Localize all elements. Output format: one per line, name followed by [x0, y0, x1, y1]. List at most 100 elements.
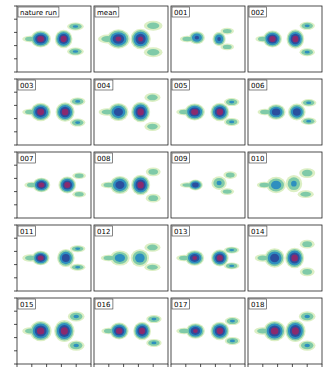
- contour-level: [139, 328, 145, 334]
- label-box: [249, 226, 267, 236]
- contour-level: [72, 265, 83, 270]
- contour-level: [213, 324, 227, 337]
- contour-level: [267, 104, 286, 120]
- contour-level: [195, 36, 199, 40]
- contour-level: [288, 323, 303, 339]
- contour-level: [72, 172, 86, 179]
- panel-frame: [171, 298, 245, 364]
- contour-level: [33, 33, 48, 45]
- label-box: [95, 80, 113, 90]
- contour-level: [272, 108, 280, 115]
- contour-level: [133, 251, 148, 265]
- contour-level: [220, 28, 234, 35]
- x-tick: [46, 364, 47, 367]
- contour-level: [189, 107, 200, 116]
- contour-level: [147, 124, 158, 130]
- contour-level: [144, 122, 160, 131]
- contour-level: [73, 50, 79, 53]
- contour-level: [137, 326, 147, 336]
- label-box: [172, 153, 189, 163]
- contour-level: [56, 31, 72, 47]
- panel-plot: [258, 99, 317, 125]
- contour-level: [115, 254, 125, 262]
- contour-level: [59, 34, 69, 44]
- panel-label-box: 008: [95, 153, 112, 163]
- panel-label: 003: [20, 82, 33, 90]
- contour-level: [130, 29, 150, 50]
- contour-level: [264, 321, 286, 342]
- contour-level: [220, 44, 234, 51]
- contour-level: [267, 34, 277, 43]
- panel-label: 002: [251, 9, 264, 17]
- panel-frame: [171, 6, 245, 72]
- label-box: [18, 226, 35, 236]
- contour-level: [38, 182, 44, 187]
- contour-level: [224, 118, 239, 126]
- y-tick: [14, 79, 17, 80]
- contour-level: [110, 104, 127, 119]
- contour-level: [291, 254, 298, 261]
- contour-level: [62, 109, 69, 116]
- contour-level: [114, 108, 123, 116]
- contour-level: [229, 249, 234, 251]
- contour-level: [213, 105, 227, 118]
- contour-level: [115, 181, 124, 189]
- panel-label-box: 001: [172, 7, 189, 17]
- contour-level: [135, 253, 145, 262]
- contour-level: [301, 23, 312, 29]
- contour-level: [292, 327, 299, 335]
- contour-level: [289, 105, 304, 119]
- panel-plot: [180, 171, 237, 195]
- panel-plot: [22, 22, 84, 55]
- contour-level: [291, 181, 297, 187]
- panel-frame: [248, 79, 322, 145]
- panel-frame: [248, 225, 322, 291]
- x-tick: [153, 364, 154, 367]
- y-tick: [14, 145, 17, 146]
- contour-level: [112, 325, 126, 337]
- contour-level: [217, 109, 224, 115]
- contour-level: [215, 107, 225, 117]
- contour-level: [73, 344, 79, 347]
- panel-frame: [17, 298, 91, 364]
- contour-level: [186, 105, 204, 120]
- x-tick: [215, 364, 216, 367]
- contour-level: [230, 320, 235, 323]
- panel-label-box: 007: [18, 153, 35, 163]
- label-box: [172, 226, 189, 236]
- contour-level: [133, 322, 151, 340]
- contour-level: [58, 176, 76, 193]
- contour-level: [72, 120, 83, 126]
- contour-level: [137, 108, 144, 115]
- contour-level: [133, 32, 147, 47]
- contour-level: [75, 100, 80, 103]
- y-tick: [14, 131, 17, 132]
- contour-level: [213, 252, 226, 264]
- panel-plot: [176, 247, 239, 270]
- panel-plot: [22, 311, 84, 350]
- y-tick: [14, 19, 17, 20]
- panel-plot: [99, 93, 161, 131]
- contour-level: [107, 29, 130, 48]
- contour-level: [190, 181, 200, 188]
- contour-level: [289, 252, 299, 263]
- contour-level: [58, 250, 73, 265]
- y-tick: [14, 225, 17, 226]
- y-tick: [14, 277, 17, 278]
- panel-plot: [176, 98, 239, 126]
- x-tick: [168, 364, 169, 367]
- contour-level: [191, 109, 198, 115]
- panel-label-box: 009: [172, 153, 189, 163]
- contour-level: [116, 37, 122, 42]
- label-box: [249, 153, 266, 163]
- contour-level: [186, 323, 205, 339]
- contour-level: [75, 248, 80, 250]
- label-box: [172, 7, 189, 17]
- contour-level: [63, 180, 73, 189]
- y-tick: [14, 32, 17, 33]
- contour-level: [70, 97, 85, 105]
- contour-level: [134, 104, 148, 119]
- label-box: [18, 7, 59, 17]
- label-box: [18, 299, 35, 309]
- contour-level: [224, 98, 239, 106]
